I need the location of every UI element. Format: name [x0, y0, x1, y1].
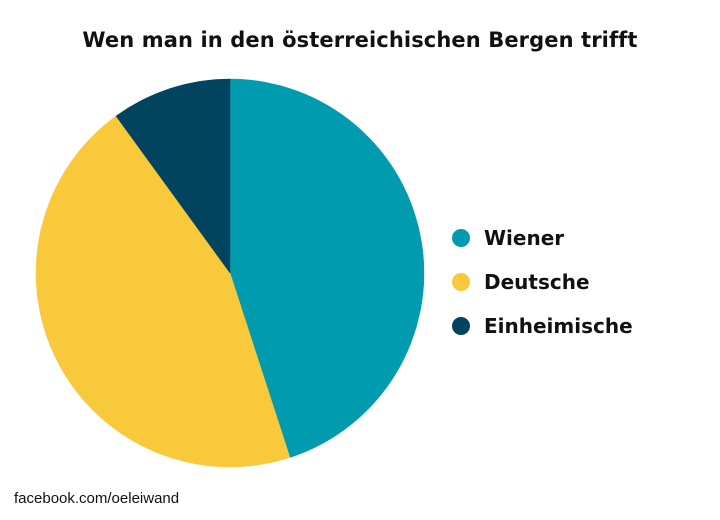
legend-item-wiener: Wiener [452, 216, 633, 260]
legend-item-deutsche: Deutsche [452, 260, 633, 304]
pie-slices [35, 78, 425, 468]
legend-swatch-wiener [452, 229, 470, 247]
legend-item-einheimische: Einheimische [452, 304, 633, 348]
legend: Wiener Deutsche Einheimische [452, 216, 633, 348]
legend-swatch-einheimische [452, 317, 470, 335]
legend-label-einheimische: Einheimische [484, 314, 633, 338]
pie-slice-wiener [229, 78, 425, 458]
legend-swatch-deutsche [452, 273, 470, 291]
source-credit: facebook.com/oeleiwand [14, 490, 180, 507]
legend-label-wiener: Wiener [484, 226, 565, 250]
chart-title: Wen man in den österreichischen Bergen t… [82, 28, 638, 52]
pie-slice-einheimische [115, 78, 231, 274]
pie-slice-deutsche [35, 115, 291, 468]
legend-label-deutsche: Deutsche [484, 270, 590, 294]
